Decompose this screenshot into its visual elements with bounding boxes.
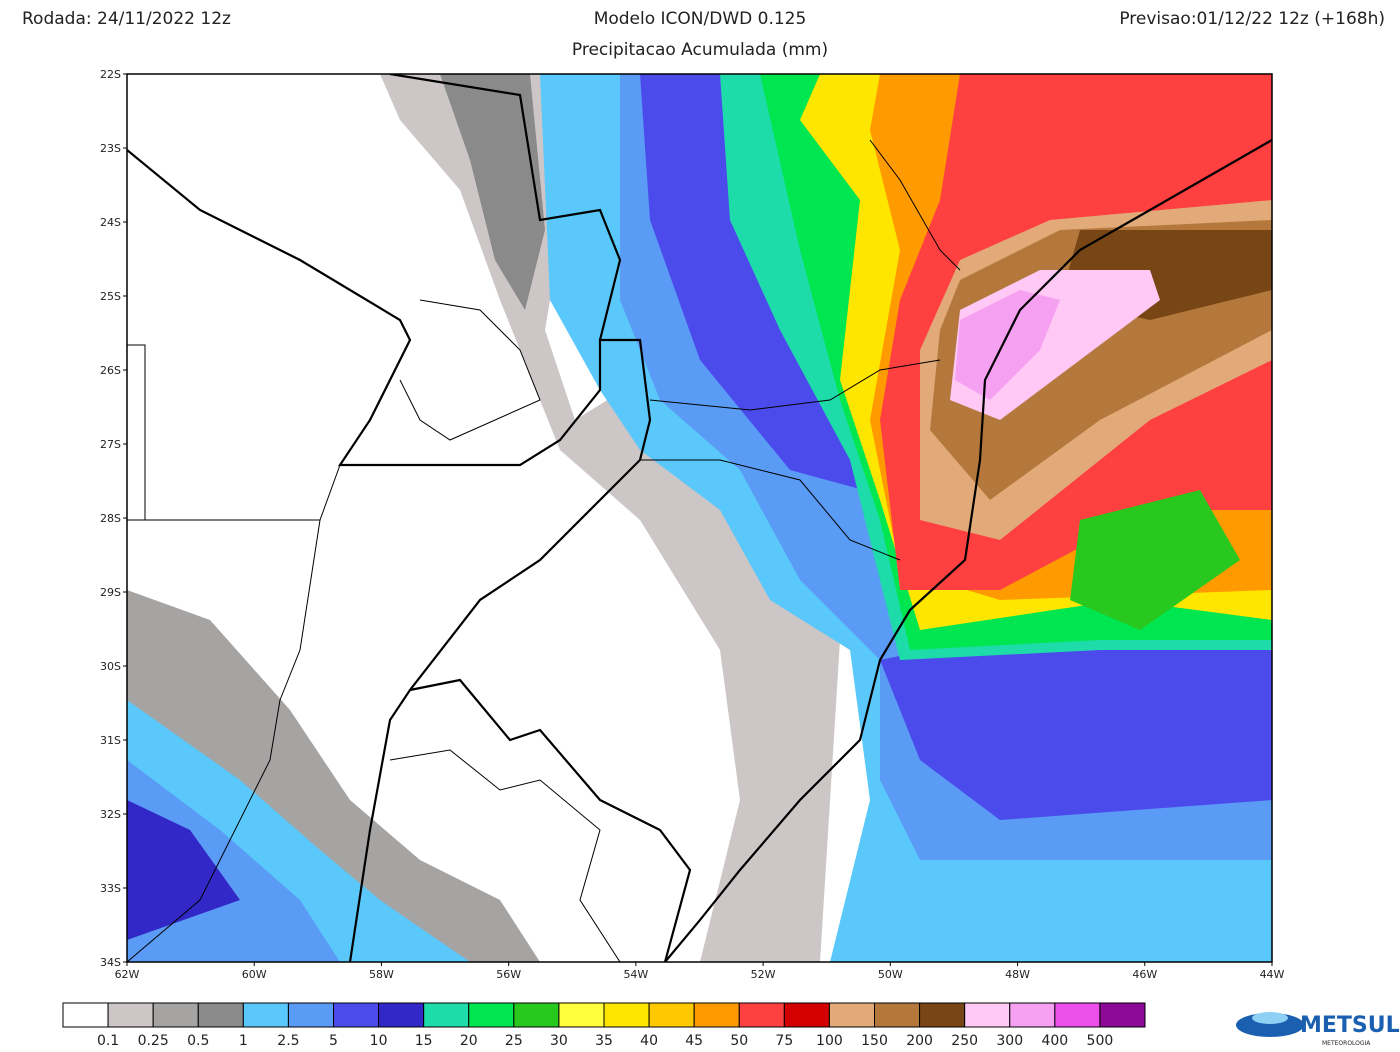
legend-label: 100 <box>816 1033 843 1049</box>
legend-label: 40 <box>640 1033 658 1049</box>
lat-label: 27S <box>100 438 121 451</box>
legend-swatch <box>738 1002 785 1028</box>
legend-swatch <box>874 1002 921 1028</box>
legend-label: 30 <box>550 1033 568 1049</box>
lat-label: 32S <box>100 808 121 821</box>
legend-label: 0.25 <box>138 1033 169 1049</box>
legend-label: 15 <box>415 1033 433 1049</box>
legend-label: 150 <box>861 1033 888 1049</box>
legend-swatch <box>242 1002 289 1028</box>
legend-swatch <box>1099 1002 1146 1028</box>
legend-label: 25 <box>505 1033 523 1049</box>
legend-label: 1 <box>239 1033 248 1049</box>
lon-label: 48W <box>1005 968 1030 981</box>
legend-label: 500 <box>1087 1033 1114 1049</box>
legend-swatch <box>62 1002 109 1028</box>
lon-label: 50W <box>878 968 903 981</box>
lon-label: 54W <box>623 968 648 981</box>
lon-label: 52W <box>751 968 776 981</box>
legend-swatch <box>333 1002 380 1028</box>
run-label: Rodada: 24/11/2022 12z <box>22 9 231 29</box>
subtitle: Precipitacao Acumulada (mm) <box>572 40 828 60</box>
legend-label: 20 <box>460 1033 478 1049</box>
legend-label: 35 <box>595 1033 613 1049</box>
legend-swatch <box>287 1002 334 1028</box>
legend-label: 200 <box>906 1033 933 1049</box>
lon-label: 56W <box>496 968 521 981</box>
lat-label: 26S <box>100 364 121 377</box>
legend-swatch <box>1054 1002 1101 1028</box>
legend-label: 10 <box>370 1033 388 1049</box>
legend-label: 2.5 <box>277 1033 299 1049</box>
legend-swatch <box>558 1002 605 1028</box>
legend-swatch <box>197 1002 244 1028</box>
lat-label: 25S <box>100 290 121 303</box>
lat-label: 28S <box>100 512 121 525</box>
legend-swatch <box>513 1002 560 1028</box>
lat-label: 29S <box>100 586 121 599</box>
lat-label: 24S <box>100 216 121 229</box>
legend-swatch <box>152 1002 199 1028</box>
legend-swatch <box>468 1002 515 1028</box>
logo: METSUL METEOROLOGIA <box>1236 1012 1400 1047</box>
legend-label: 5 <box>329 1033 338 1049</box>
legend-swatch <box>693 1002 740 1028</box>
lat-label: 33S <box>100 882 121 895</box>
lon-label: 46W <box>1132 968 1157 981</box>
logo-globe-highlight <box>1252 1012 1288 1024</box>
legend-swatch <box>828 1002 876 1028</box>
legend-label: 0.5 <box>187 1033 209 1049</box>
lat-label: 22S <box>100 68 121 81</box>
lat-label: 30S <box>100 660 121 673</box>
legend-label: 300 <box>996 1033 1023 1049</box>
lon-label: 60W <box>242 968 267 981</box>
lon-label: 44W <box>1260 968 1285 981</box>
legend-swatch <box>1009 1002 1056 1028</box>
logo-tagline: METEOROLOGIA <box>1322 1040 1371 1047</box>
lon-label: 62W <box>115 968 140 981</box>
lat-label: 23S <box>100 142 121 155</box>
legend-swatch <box>378 1002 425 1028</box>
legend-label: 50 <box>730 1033 748 1049</box>
lon-label: 58W <box>369 968 394 981</box>
legend-label: 400 <box>1041 1033 1068 1049</box>
logo-name: METSUL <box>1300 1013 1400 1038</box>
legend-swatch <box>107 1002 154 1028</box>
lat-label: 34S <box>100 956 121 969</box>
legend-label: 45 <box>685 1033 703 1049</box>
legend-label: 75 <box>775 1033 793 1049</box>
legend-swatch <box>783 1002 830 1028</box>
legend-swatch <box>919 1002 966 1028</box>
forecast-label: Previsao:01/12/22 12z (+168h) <box>1119 9 1385 29</box>
legend-swatch <box>648 1002 695 1028</box>
precip-field <box>127 74 1272 962</box>
legend-swatch <box>423 1002 470 1028</box>
legend-swatch <box>603 1002 650 1028</box>
legend-swatch <box>964 1002 1011 1028</box>
legend-label: 250 <box>951 1033 978 1049</box>
title: Modelo ICON/DWD 0.125 <box>594 9 807 29</box>
legend-label: 0.1 <box>97 1033 119 1049</box>
lat-label: 31S <box>100 734 121 747</box>
